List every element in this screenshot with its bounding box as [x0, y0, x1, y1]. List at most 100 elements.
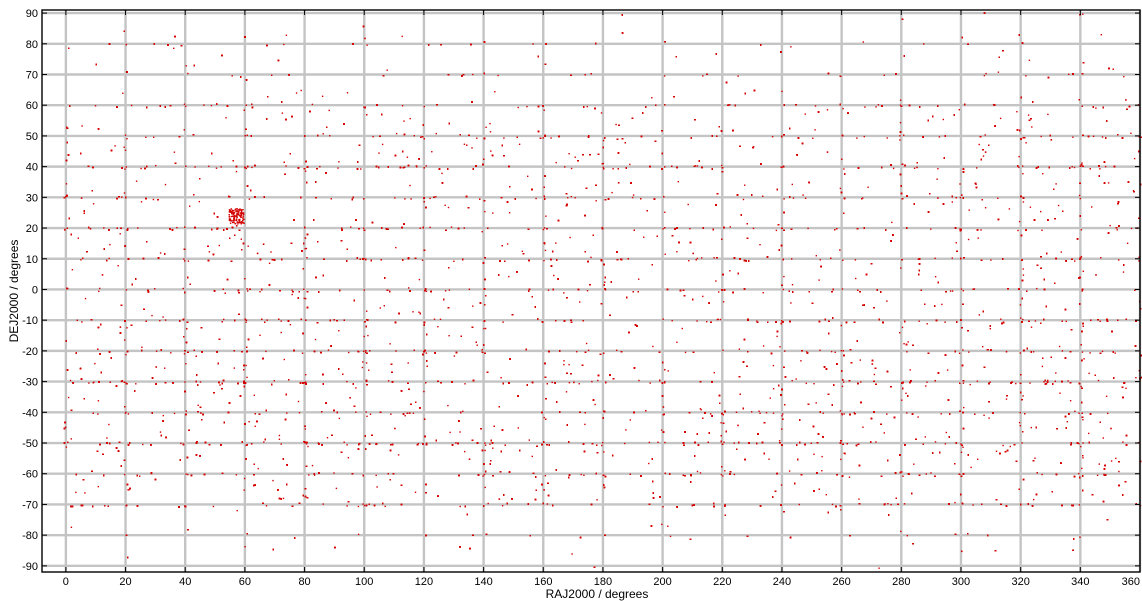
data-point — [1080, 445, 1082, 448]
data-point — [139, 475, 141, 477]
data-point — [441, 172, 443, 175]
data-point — [930, 228, 932, 230]
data-point — [125, 354, 127, 356]
data-point — [425, 290, 428, 293]
data-point — [963, 406, 965, 409]
data-point — [69, 379, 72, 382]
data-point — [831, 503, 834, 506]
data-point — [758, 410, 760, 412]
data-point — [455, 442, 457, 444]
data-point — [271, 74, 273, 76]
data-point — [176, 226, 178, 229]
data-point — [742, 198, 745, 201]
data-point — [1118, 470, 1120, 473]
data-point — [254, 425, 256, 427]
data-point — [273, 380, 275, 382]
data-point — [155, 350, 158, 352]
data-point — [992, 103, 995, 106]
data-point — [243, 477, 246, 480]
data-point — [977, 458, 979, 460]
data-point — [681, 327, 683, 330]
data-point — [788, 470, 791, 472]
data-point — [624, 442, 626, 445]
data-point — [502, 321, 504, 323]
data-point — [322, 133, 324, 135]
data-point — [183, 103, 186, 105]
data-point — [103, 227, 105, 229]
data-point — [448, 335, 450, 337]
data-point — [970, 466, 972, 469]
data-point — [781, 90, 783, 93]
data-point — [765, 412, 768, 414]
data-point — [946, 369, 949, 371]
data-point — [669, 535, 672, 538]
data-point — [484, 327, 487, 330]
data-point — [240, 238, 242, 240]
data-point — [968, 209, 970, 211]
data-point — [563, 360, 565, 362]
data-point — [962, 290, 964, 292]
data-point — [584, 423, 586, 426]
data-point — [580, 473, 582, 476]
data-point — [1042, 173, 1044, 175]
data-point — [225, 117, 227, 119]
data-point — [677, 181, 679, 183]
data-point — [125, 289, 128, 291]
data-point — [907, 341, 909, 343]
data-point — [1095, 107, 1097, 109]
data-point — [611, 191, 613, 194]
data-point — [246, 376, 248, 379]
data-point — [1015, 382, 1017, 385]
data-point — [790, 302, 792, 304]
data-point — [67, 287, 69, 290]
data-point — [283, 358, 285, 361]
data-point — [363, 289, 365, 291]
data-point — [906, 412, 908, 414]
data-point — [535, 197, 537, 200]
data-point — [395, 350, 397, 352]
data-point — [772, 388, 775, 390]
data-point — [1116, 229, 1118, 231]
data-point — [306, 257, 308, 259]
data-point — [810, 442, 812, 444]
data-point — [76, 319, 78, 321]
data-point — [123, 473, 126, 476]
data-point — [1028, 59, 1031, 61]
data-point — [1096, 474, 1099, 476]
data-point — [744, 184, 746, 186]
data-point — [532, 43, 534, 45]
data-point — [825, 494, 827, 496]
data-point — [855, 277, 857, 280]
data-point — [170, 352, 172, 354]
data-point — [140, 167, 142, 170]
data-point — [126, 383, 128, 385]
data-point — [1101, 136, 1104, 138]
data-point — [464, 450, 466, 453]
data-point — [1082, 13, 1084, 15]
data-point — [431, 151, 433, 153]
data-point — [1130, 132, 1132, 134]
data-point — [638, 278, 640, 280]
data-point — [185, 105, 187, 107]
data-point — [124, 134, 127, 136]
data-point — [346, 505, 348, 507]
data-point — [543, 259, 545, 262]
data-point — [546, 503, 549, 505]
data-point — [409, 117, 411, 120]
data-point — [369, 413, 372, 415]
data-point — [408, 287, 410, 289]
data-point — [314, 338, 317, 341]
data-point — [372, 136, 374, 138]
data-point — [423, 138, 425, 140]
data-point — [660, 429, 663, 431]
data-point — [386, 69, 388, 71]
data-point — [305, 374, 307, 376]
data-point — [840, 324, 842, 327]
data-point — [1083, 358, 1085, 360]
data-point — [667, 370, 669, 372]
data-point — [967, 238, 970, 241]
data-point — [162, 316, 164, 318]
data-point — [1058, 345, 1061, 348]
data-point — [798, 503, 800, 506]
data-point — [781, 415, 783, 417]
